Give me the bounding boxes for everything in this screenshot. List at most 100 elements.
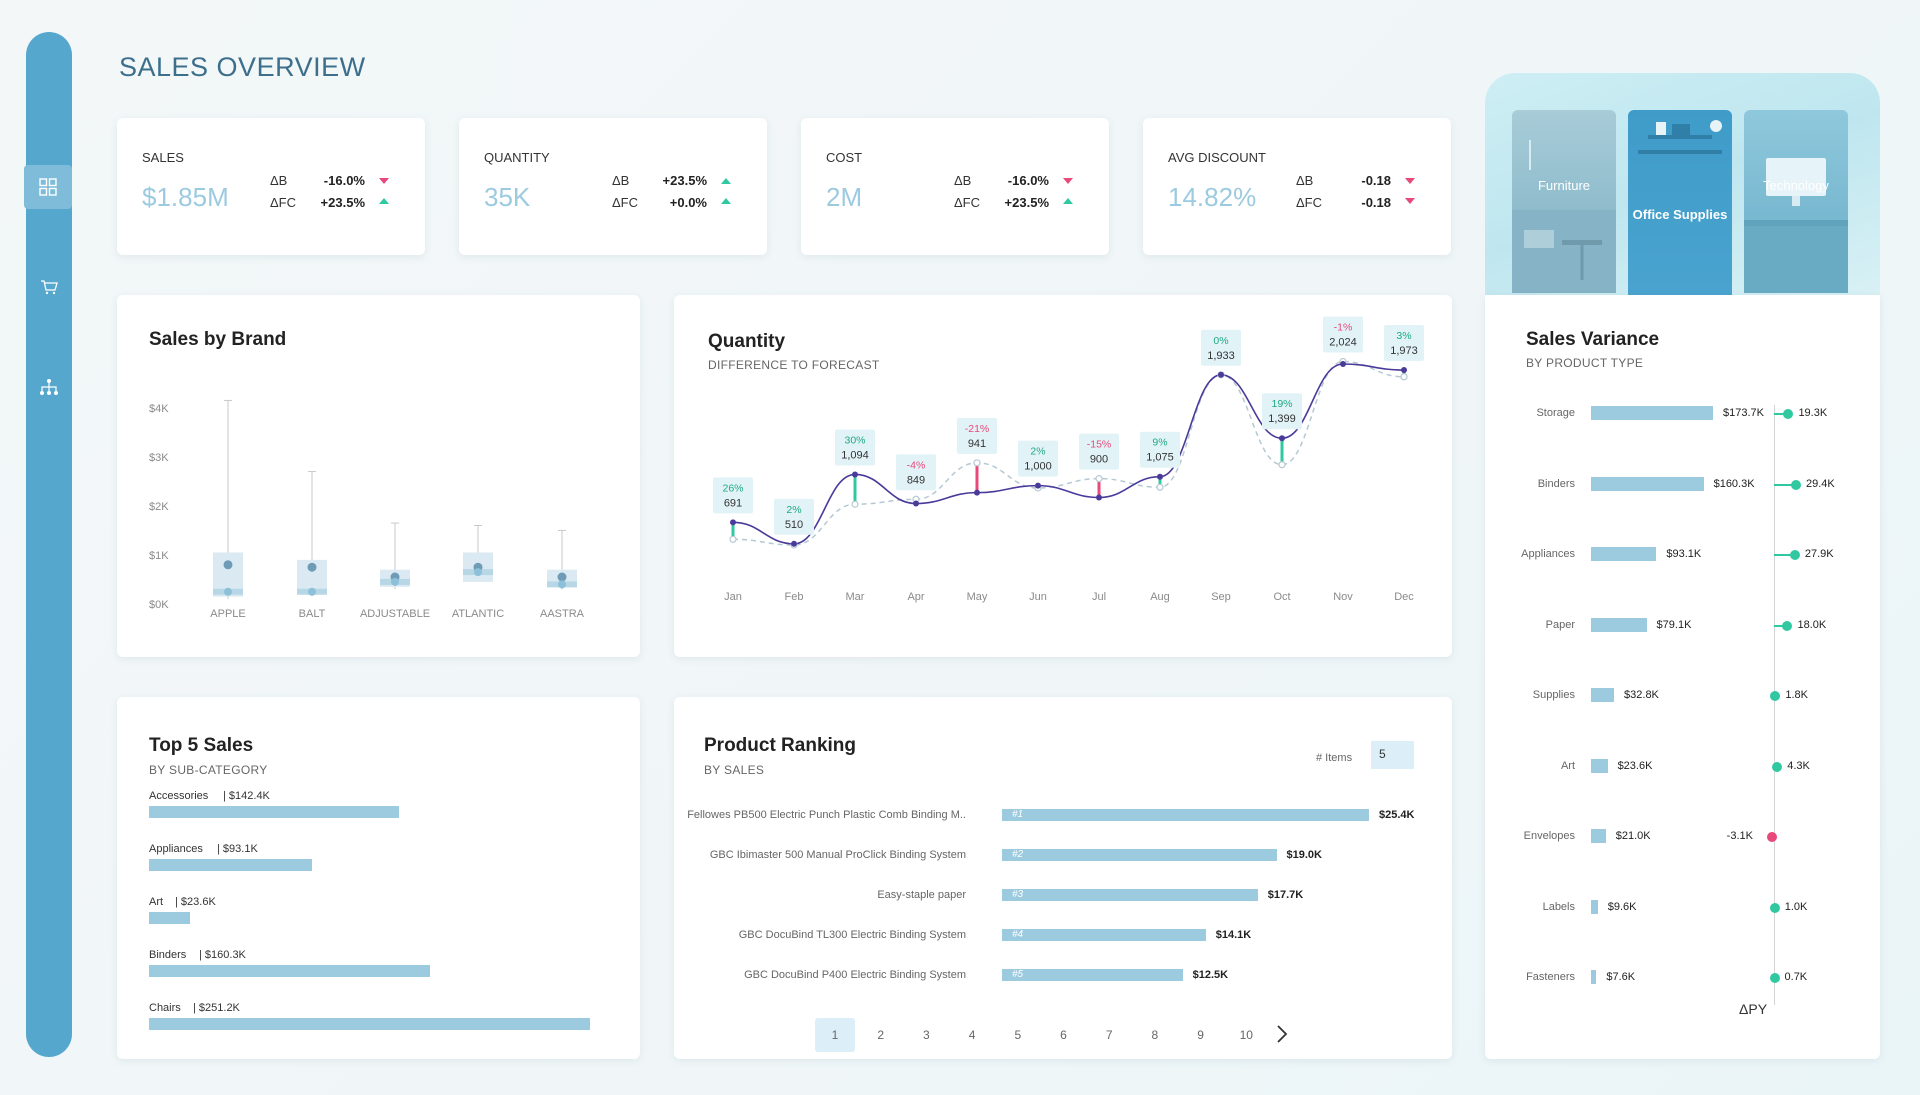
actual-point[interactable]	[1096, 494, 1102, 501]
monitor-illustration	[1744, 158, 1848, 293]
sales-value: $21.0K	[1615, 830, 1651, 842]
variance-bar[interactable]	[1591, 617, 1647, 632]
delta-fc-value: +0.0%	[669, 195, 707, 210]
page-button[interactable]: 3	[923, 1028, 930, 1042]
value-label: 900	[1090, 454, 1108, 466]
variance-bar[interactable]	[1591, 547, 1657, 561]
page-button[interactable]: 7	[1105, 1028, 1113, 1042]
delta-dot[interactable]	[1783, 409, 1794, 419]
items-input[interactable]: 5	[1371, 741, 1414, 769]
variance-bar[interactable]	[1591, 688, 1615, 702]
page-button[interactable]: 2	[877, 1028, 885, 1042]
bar-row[interactable]: Appliances | $93.1K	[149, 843, 609, 875]
category-label: Supplies	[1532, 689, 1575, 701]
delta-value: 1.8K	[1785, 689, 1808, 701]
page-button[interactable]: 8	[1151, 1028, 1159, 1042]
category-label: Paper	[1545, 618, 1575, 631]
delta-stem	[1774, 413, 1789, 415]
bar-row[interactable]: Art | $23.6K	[149, 896, 609, 928]
chevron-right-icon	[1277, 1025, 1288, 1043]
box-plot-chart: $4K $3K $2K $1K $0K APPLE BALT ADJUSTABLE ATLANT…	[149, 399, 585, 620]
variance-bar[interactable]	[1591, 758, 1608, 773]
x-tick-label: Oct	[1273, 591, 1290, 603]
variance-bar[interactable]	[1591, 899, 1598, 914]
card-subtitle: BY SALES	[704, 763, 765, 777]
data-label-box	[1140, 431, 1180, 468]
delta-dot[interactable]	[1770, 691, 1781, 701]
actual-point[interactable]	[1401, 367, 1407, 374]
product-name: GBC Ibimaster 500 Manual ProClick Bindin…	[709, 849, 966, 861]
actual-point[interactable]	[1157, 473, 1163, 480]
delta-fc-value: +23.5%	[1004, 195, 1049, 210]
delta-stem	[1774, 554, 1795, 556]
delta-dot[interactable]	[1769, 902, 1780, 913]
delta-value: -3.1K	[1726, 830, 1753, 842]
value-label: 691	[724, 497, 742, 509]
variance-bar[interactable]	[1591, 406, 1713, 420]
rank-bar[interactable]	[1002, 849, 1277, 861]
data-label-box	[1323, 316, 1363, 353]
bar	[149, 1018, 590, 1030]
arrow-up-icon	[721, 178, 731, 184]
delta-dot[interactable]	[1769, 973, 1780, 983]
next-page-button[interactable]	[1272, 1016, 1292, 1052]
tile-furniture[interactable]: Furniture	[1512, 110, 1616, 293]
actual-point[interactable]	[1279, 435, 1285, 442]
data-label-box	[896, 454, 936, 491]
actual-point[interactable]	[1340, 361, 1346, 367]
delta-stem	[1774, 483, 1796, 486]
card-title: Sales Variance	[1526, 329, 1660, 350]
delta-dot[interactable]	[1772, 761, 1783, 772]
x-tick-label: May	[967, 591, 988, 603]
mean-dot	[307, 562, 317, 572]
page-button[interactable]: 5	[1014, 1028, 1022, 1042]
bar-value-label: | $93.1K	[217, 843, 258, 855]
bar-row[interactable]: Accessories | $142.4K	[149, 790, 609, 822]
variance-bar[interactable]	[1591, 970, 1597, 984]
tile-technology[interactable]: Technology	[1744, 110, 1848, 293]
page-button[interactable]: 1	[815, 1018, 855, 1052]
page-button[interactable]: 9	[1197, 1028, 1204, 1042]
kpi-label: COST	[826, 150, 863, 165]
x-tick-label: Sep	[1211, 591, 1231, 603]
delta-b-label: ΔB	[612, 173, 630, 188]
bar-row[interactable]: Binders | $160.3K	[149, 949, 609, 981]
bar-category-label: Art	[149, 896, 164, 908]
page-button[interactable]: 6	[1060, 1028, 1067, 1042]
rank-bar[interactable]	[1002, 809, 1369, 821]
delta-dot[interactable]	[1766, 832, 1777, 842]
rank-bar[interactable]	[1002, 969, 1183, 981]
delta-b-value: -0.18	[1361, 173, 1391, 188]
variance-bar[interactable]	[1591, 476, 1704, 491]
forecast-point	[851, 500, 859, 508]
tile-office-supplies[interactable]: Office Supplies	[1628, 110, 1732, 295]
nav-cart-button[interactable]	[26, 265, 72, 309]
actual-point[interactable]	[974, 489, 980, 496]
data-label-box	[957, 417, 997, 454]
actual-point[interactable]	[730, 519, 736, 526]
nav-dashboard-button[interactable]	[24, 165, 72, 209]
delta-dot[interactable]	[1789, 550, 1800, 560]
cart-icon	[41, 280, 58, 295]
bar-row[interactable]: Chairs | $251.2K	[149, 1002, 609, 1034]
actual-point[interactable]	[1218, 371, 1224, 378]
tile-label: Technology	[1763, 178, 1829, 193]
nav-hierarchy-button[interactable]	[26, 365, 72, 409]
rank-tag: #2	[1012, 849, 1024, 860]
actual-point[interactable]	[852, 471, 858, 478]
x-tick-label: BALT	[299, 608, 326, 620]
actual-point[interactable]	[913, 500, 919, 507]
page-button[interactable]: 10	[1239, 1028, 1253, 1042]
rank-value: $25.4K	[1379, 809, 1415, 821]
delta-dot[interactable]	[1782, 620, 1793, 631]
variance-bar[interactable]	[1591, 829, 1606, 843]
delta-dot[interactable]	[1791, 479, 1801, 490]
rank-bar[interactable]	[1002, 929, 1206, 941]
actual-point[interactable]	[1035, 482, 1041, 489]
y-tick-label: $2K	[149, 501, 169, 513]
page-button[interactable]: 4	[968, 1028, 976, 1042]
bar	[149, 859, 313, 871]
rank-bar[interactable]	[1002, 889, 1258, 901]
actual-point[interactable]	[791, 540, 797, 547]
bar-category-label: Appliances	[149, 843, 203, 855]
